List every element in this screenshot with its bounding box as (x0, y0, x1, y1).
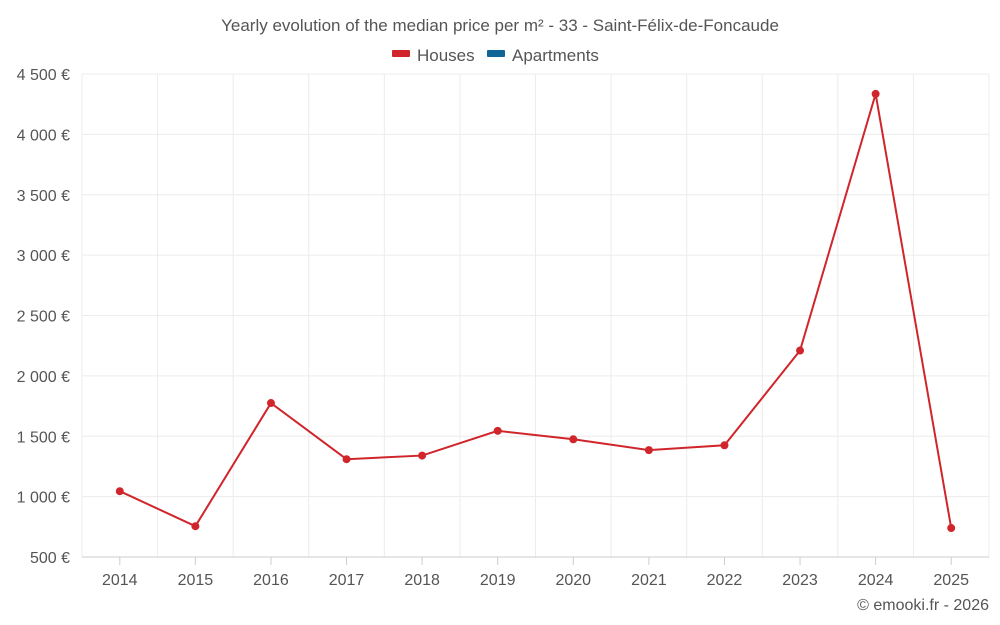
credit-text: © emooki.fr - 2026 (857, 597, 989, 614)
x-tick-label: 2020 (555, 572, 591, 589)
x-tick-label: 2023 (782, 572, 818, 589)
x-gridlines (81, 74, 990, 557)
x-tick-label: 2014 (102, 572, 138, 589)
y-tick-label: 3 500 € (17, 188, 70, 205)
y-tick-label: 3 000 € (17, 248, 70, 265)
data-point-houses[interactable] (569, 435, 578, 444)
x-tick-label: 2019 (480, 572, 516, 589)
x-tick-label: 2017 (329, 572, 365, 589)
data-point-houses[interactable] (191, 522, 200, 531)
data-point-houses[interactable] (493, 426, 502, 435)
data-point-houses[interactable] (796, 346, 805, 355)
x-tick-label: 2015 (178, 572, 214, 589)
legend: Houses Apartments (392, 46, 599, 65)
plot-area (115, 89, 956, 533)
data-point-houses[interactable] (266, 399, 275, 408)
data-point-houses[interactable] (418, 451, 427, 460)
y-tick-label: 2 500 € (17, 309, 70, 326)
series-line-houses (119, 93, 953, 529)
legend-swatch-apartments (487, 50, 505, 57)
data-point-houses[interactable] (871, 89, 880, 98)
chart-title: Yearly evolution of the median price per… (221, 16, 779, 35)
data-point-houses[interactable] (947, 524, 956, 533)
legend-item-apartments[interactable]: Apartments (487, 46, 599, 65)
y-tick-label: 2 000 € (17, 369, 70, 386)
x-tick-label: 2025 (933, 572, 969, 589)
y-axis: 500 € 1 000 € 1 500 € 2 000 € 2 500 € 3 000 €… (17, 67, 70, 567)
x-tick-label: 2021 (631, 572, 667, 589)
data-point-houses[interactable] (115, 487, 124, 496)
x-tick-label: 2024 (858, 572, 894, 589)
legend-label-apartments: Apartments (512, 46, 599, 65)
data-point-houses[interactable] (342, 455, 351, 464)
legend-item-houses[interactable]: Houses (392, 46, 475, 65)
y-tick-label: 1 500 € (17, 429, 70, 446)
legend-label-houses: Houses (417, 46, 475, 65)
y-tick-label: 500 € (30, 550, 70, 567)
y-tick-label: 4 000 € (17, 127, 70, 144)
x-tick-label: 2022 (707, 572, 743, 589)
y-tick-label: 1 000 € (17, 490, 70, 507)
x-tick-label: 2016 (253, 572, 289, 589)
legend-swatch-houses (392, 50, 410, 57)
x-axis: 2014 2015 2016 2017 2018 2019 2020 2021 2022 2023… (102, 557, 969, 589)
x-tick-label: 2018 (404, 572, 440, 589)
data-point-houses[interactable] (644, 446, 653, 455)
y-tick-label: 4 500 € (17, 67, 70, 84)
data-point-houses[interactable] (720, 441, 729, 450)
